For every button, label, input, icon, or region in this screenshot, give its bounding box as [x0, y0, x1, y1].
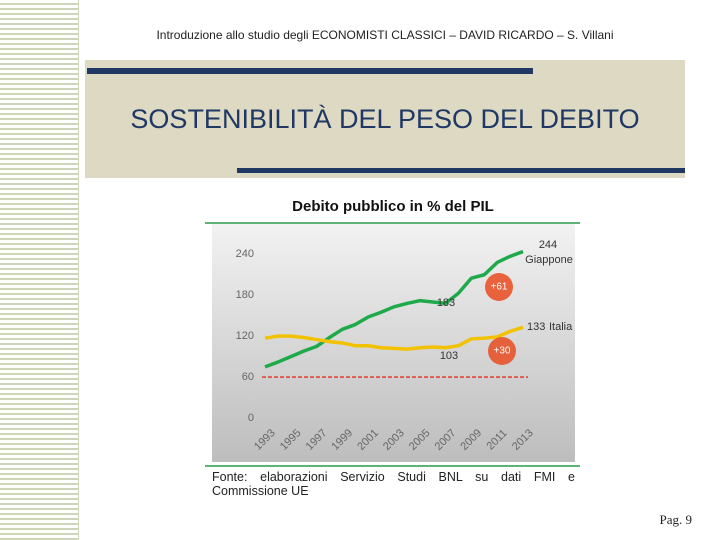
- y-tick-label: 120: [236, 330, 254, 342]
- series-label: Italia: [549, 321, 573, 333]
- accent-bar: [237, 168, 685, 173]
- annotation-badge: [488, 337, 516, 365]
- slide-title: SOSTENIBILITÀ DEL PESO DEL DEBITO: [130, 104, 640, 134]
- series-label: Giappone: [525, 254, 573, 266]
- source: Fonte: elaborazioni Servizio Studi BNL s…: [212, 470, 575, 498]
- data-label: 133: [527, 321, 545, 333]
- source-box: Fonte: elaborazioni Servizio Studi BNL s…: [212, 470, 575, 498]
- decorative-stripe: [0, 0, 79, 540]
- y-tick-label: 60: [242, 371, 254, 383]
- slide-header: Introduzione allo studio degli ECONOMIST…: [156, 28, 614, 42]
- series-line: [264, 249, 524, 369]
- data-label: 183: [437, 297, 455, 309]
- accent-bar: [87, 68, 533, 74]
- page-number: Pag. 9: [659, 512, 693, 527]
- data-label: 244: [539, 239, 557, 251]
- y-tick-label: 180: [236, 289, 254, 301]
- series-line: [264, 325, 524, 351]
- y-tick-label: 0: [248, 412, 254, 424]
- data-label: 103: [440, 350, 458, 362]
- chart-title: Debito pubblico in % del PIL: [292, 198, 494, 215]
- annotation: +61: [491, 282, 508, 293]
- annotation-badge: [485, 273, 513, 301]
- title-band: [85, 60, 685, 178]
- y-tick-label: 240: [236, 248, 254, 260]
- plot-background: [212, 224, 575, 462]
- annotation: +30: [494, 346, 511, 357]
